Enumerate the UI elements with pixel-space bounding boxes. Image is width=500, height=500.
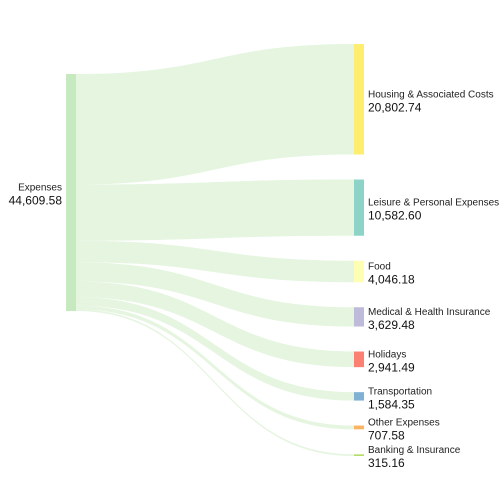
link-holidays xyxy=(76,281,354,368)
target-node-other-expenses xyxy=(354,425,364,430)
target-label-name-leisure-and-personal-expenses: Leisure & Personal Expenses xyxy=(368,198,499,209)
target-label-value-banking-and-insurance: 315.16 xyxy=(368,456,405,470)
source-label-name: Expenses xyxy=(18,183,62,194)
target-label-value-food: 4,046.18 xyxy=(368,272,415,286)
target-label-name-transportation: Transportation xyxy=(368,386,432,397)
target-label-name-other-expenses: Other Expenses xyxy=(368,417,440,428)
source-label-value: 44,609.58 xyxy=(9,194,63,208)
link-housing-and-associated-costs xyxy=(76,44,354,185)
link-leisure-and-personal-expenses xyxy=(76,179,354,241)
target-label-name-holidays: Holidays xyxy=(368,349,406,360)
link-food xyxy=(76,240,354,283)
link-other-expenses xyxy=(76,305,354,430)
target-label-name-banking-and-insurance: Banking & Insurance xyxy=(368,445,461,456)
target-label-value-holidays: 2,941.49 xyxy=(368,360,415,374)
target-label-name-food: Food xyxy=(368,261,391,272)
target-label-value-other-expenses: 707.58 xyxy=(368,428,405,442)
target-node-food xyxy=(354,260,364,283)
target-node-transportation xyxy=(354,392,364,401)
target-node-banking-and-insurance xyxy=(354,454,364,456)
link-transportation xyxy=(76,297,354,401)
source-node-expenses xyxy=(66,74,76,311)
target-label-name-housing-and-associated-costs: Housing & Associated Costs xyxy=(368,89,494,100)
sankey-links xyxy=(76,44,354,456)
target-label-value-medical-and-health-insurance: 3,629.48 xyxy=(368,318,415,332)
target-node-medical-and-health-insurance xyxy=(354,307,364,327)
link-medical-and-health-insurance xyxy=(76,262,354,327)
target-label-value-transportation: 1,584.35 xyxy=(368,397,415,411)
target-label-value-housing-and-associated-costs: 20,802.74 xyxy=(368,100,422,114)
target-label-value-leisure-and-personal-expenses: 10,582.60 xyxy=(368,209,422,223)
target-node-housing-and-associated-costs xyxy=(354,44,364,155)
target-label-name-medical-and-health-insurance: Medical & Health Insurance xyxy=(368,307,491,318)
link-banking-and-insurance xyxy=(76,309,354,456)
sankey-nodes xyxy=(66,44,364,456)
target-node-leisure-and-personal-expenses xyxy=(354,179,364,236)
target-node-holidays xyxy=(354,351,364,368)
